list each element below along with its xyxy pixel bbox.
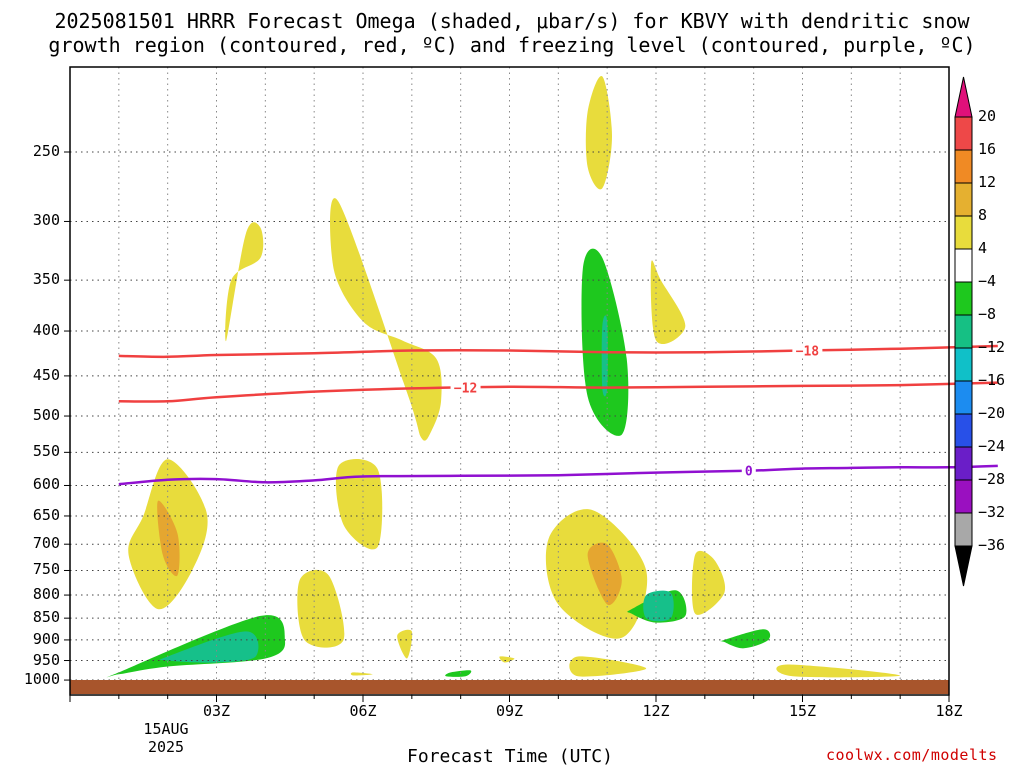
omega-region-2 <box>585 75 612 190</box>
x-tick-label-06Z: 06Z <box>349 702 377 720</box>
y-tick-label-700: 700 <box>32 534 60 553</box>
y-tick-label-500: 500 <box>32 406 60 425</box>
omega-region-13 <box>776 664 901 678</box>
colorbar-swatch-6 <box>954 314 973 349</box>
colorbar-swatch-12 <box>954 512 973 547</box>
contour-label--18: −18 <box>796 344 820 359</box>
x-tick-label-15Z: 15Z <box>788 702 817 720</box>
colorbar-top-arrow <box>954 76 973 118</box>
date-day-label: 15AUG <box>143 720 189 738</box>
x-tick-label-12Z: 12Z <box>642 702 670 720</box>
y-tick-label-1000: 1000 <box>23 670 60 689</box>
y-tick-label-600: 600 <box>32 475 60 494</box>
y-tick-label-400: 400 <box>32 321 60 340</box>
colorbar-swatch-9 <box>954 413 973 448</box>
y-tick-label-450: 450 <box>32 365 60 384</box>
date-year-label: 2025 <box>147 738 185 756</box>
colorbar-swatch-2 <box>954 182 973 217</box>
colorbar-bottom-arrow <box>954 545 973 587</box>
temperature-contours: −18 −12 0 <box>118 343 998 486</box>
chart-title-line-2: growth region (contoured, red, ºC) and f… <box>48 33 976 57</box>
colorbar-swatch-5 <box>954 281 973 316</box>
contour-label-bg--12 <box>450 380 481 395</box>
contour--18 <box>118 344 998 359</box>
colorbar-label-9: −20 <box>978 404 1006 422</box>
omega-region-22 <box>720 629 771 649</box>
colorbar-label-12: −32 <box>978 503 1006 521</box>
colorbar-label-13: −36 <box>978 536 1006 554</box>
omega-region-1 <box>330 198 442 441</box>
colorbar-label-6: −8 <box>978 305 997 323</box>
x-axis-title: Forecast Time (UTC) <box>407 746 613 767</box>
colorbar-label-3: 8 <box>978 206 988 224</box>
y-tick-label-250: 250 <box>32 141 60 160</box>
omega-region-15 <box>499 656 515 663</box>
colorbar-label-0: 20 <box>978 107 997 125</box>
contour-0 <box>118 464 998 486</box>
ground-surface <box>70 680 949 694</box>
contour-label--12: −12 <box>454 381 477 396</box>
omega-region-12 <box>569 656 647 677</box>
omega-region-6 <box>335 459 383 550</box>
y-tick-label-300: 300 <box>32 211 60 230</box>
y-tick-label-350: 350 <box>32 270 60 289</box>
colorbar <box>954 76 973 587</box>
x-tick-label-18Z: 18Z <box>935 702 963 720</box>
colorbar-label-7: −12 <box>978 338 1006 356</box>
colorbar-label-11: −28 <box>978 470 1006 488</box>
omega-region-11 <box>397 629 413 659</box>
plot-frame <box>69 66 950 696</box>
colorbar-swatch-3 <box>954 215 973 250</box>
omega-shaded-regions <box>106 75 901 678</box>
omega-region-10 <box>691 550 726 615</box>
colorbar-label-10: −24 <box>978 437 1006 455</box>
y-tick-label-850: 850 <box>32 608 60 627</box>
omega-region-14 <box>350 672 373 676</box>
colorbar-swatch-8 <box>954 380 973 415</box>
omega-region-17 <box>601 315 608 397</box>
colorbar-label-2: 12 <box>978 173 997 191</box>
y-tick-label-650: 650 <box>32 505 60 524</box>
omega-region-5 <box>157 500 180 577</box>
x-tick-label-03Z: 03Z <box>202 702 231 720</box>
colorbar-label-5: −4 <box>978 272 997 290</box>
chart-grid <box>64 67 950 702</box>
y-tick-label-950: 950 <box>32 650 60 669</box>
omega-region-19 <box>159 631 259 663</box>
colorbar-swatch-4 <box>954 248 973 283</box>
omega-region-3 <box>650 260 686 345</box>
colorbar-swatch-7 <box>954 347 973 382</box>
x-tick-label-09Z: 09Z <box>495 702 524 720</box>
y-tick-label-900: 900 <box>32 629 60 648</box>
colorbar-swatch-0 <box>954 116 973 151</box>
y-tick-label-800: 800 <box>32 585 60 604</box>
colorbar-swatch-10 <box>954 446 973 481</box>
colorbar-swatch-11 <box>954 479 973 514</box>
omega-region-21 <box>643 590 674 622</box>
chart-title-line-1: 2025081501 HRRR Forecast Omega (shaded, … <box>54 9 970 33</box>
contour--12 <box>118 381 998 403</box>
omega-region-23 <box>445 670 472 677</box>
contour-label-bg--18 <box>792 343 823 358</box>
y-tick-label-550: 550 <box>32 442 60 461</box>
omega-region-7 <box>297 569 345 648</box>
y-tick-label-750: 750 <box>32 560 60 579</box>
credit-link[interactable]: coolwx.com/modelts <box>826 746 998 764</box>
colorbar-label-1: 16 <box>978 140 997 158</box>
colorbar-label-8: −16 <box>978 371 1006 389</box>
omega-region-0 <box>225 222 264 342</box>
contour-label-bg-0 <box>741 463 756 478</box>
contour-label-0: 0 <box>745 465 753 480</box>
colorbar-swatch-1 <box>954 149 973 184</box>
colorbar-label-4: 4 <box>978 239 988 257</box>
omega-region-9 <box>587 542 622 606</box>
